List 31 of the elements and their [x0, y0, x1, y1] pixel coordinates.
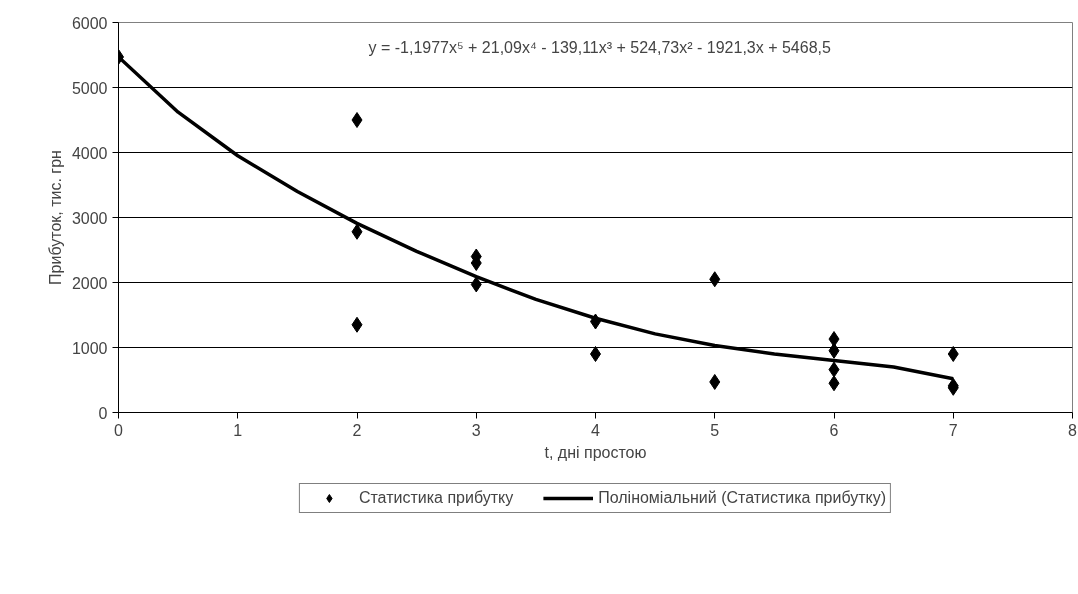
x-tick-label: 5: [710, 421, 720, 439]
legend-label: Поліноміальний (Статистика прибутку): [598, 489, 887, 507]
y-tick-label: 6000: [71, 14, 108, 32]
x-tick-label: 2: [352, 421, 362, 439]
point: [947, 346, 959, 362]
point: [828, 361, 840, 378]
point: [709, 373, 721, 390]
y-tick-label: 1000: [71, 339, 108, 357]
annotation: y = -1,1977x⁵ + 21,09x⁴ - 139,11x³ + 524,73x² - 1921,3x + 5468,5: [368, 39, 832, 56]
x-tick-label: 4: [591, 421, 601, 439]
point: [470, 276, 482, 293]
point: [351, 316, 363, 333]
legend-label: Статистика прибутку: [358, 489, 514, 507]
y-tick-label: 0: [98, 404, 108, 422]
point: [351, 223, 363, 240]
x-axis-title: t, дні простою: [544, 443, 647, 461]
x-tick-label: 7: [948, 421, 958, 439]
y-tick-label: 5000: [71, 79, 108, 97]
y-tick-label: 4000: [71, 144, 108, 162]
point: [351, 112, 363, 128]
y-tick-label: 3000: [71, 209, 108, 227]
x-tick-label: 1: [233, 421, 243, 439]
point: [828, 375, 840, 392]
point: [828, 342, 840, 359]
x-tick-label: 6: [829, 421, 839, 439]
y-axis-title: Прибуток, тис. грн: [46, 150, 64, 285]
x-tick-label: 3: [471, 421, 481, 439]
x-tick-label: 0: [114, 421, 124, 439]
point: [709, 271, 721, 288]
x-tick-label: 8: [1068, 421, 1078, 439]
y-tick-label: 2000: [71, 274, 108, 292]
